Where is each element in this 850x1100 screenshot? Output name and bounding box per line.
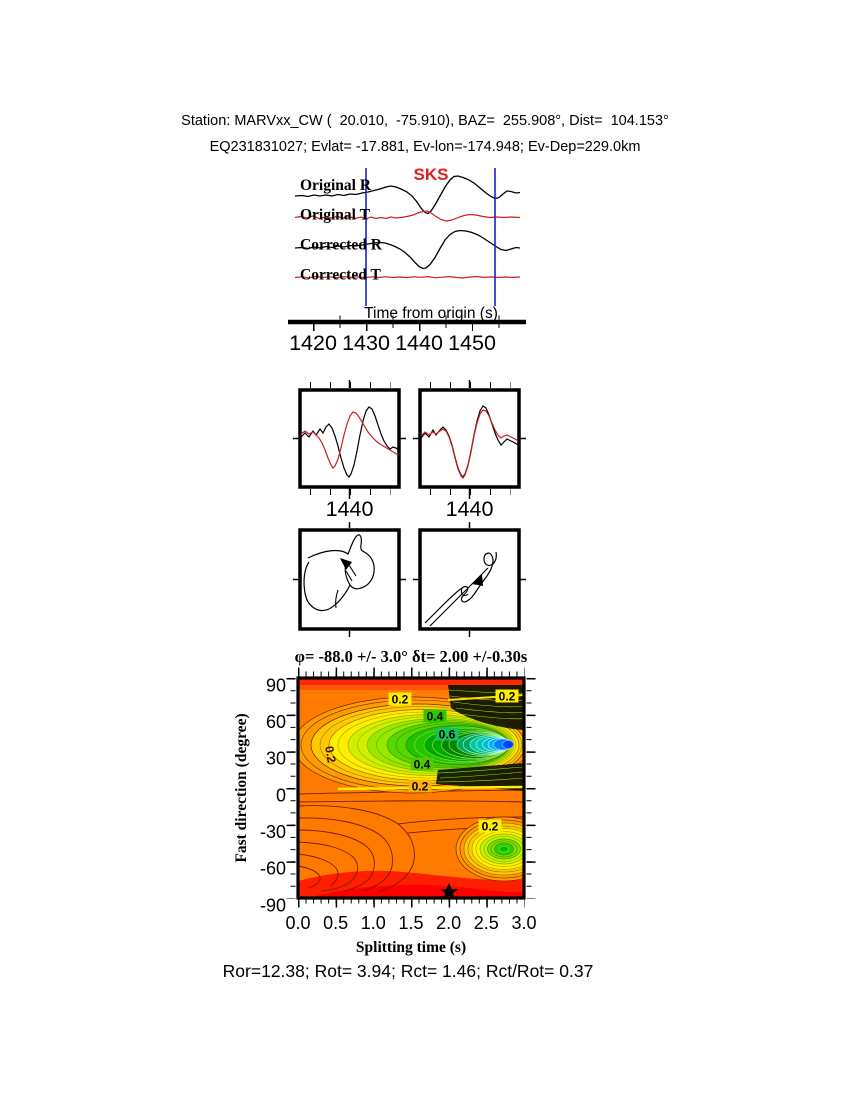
top-red-band: [298, 678, 524, 685]
corrected-t-label: Corrected T: [300, 267, 381, 284]
y-tick--60: -60: [260, 859, 286, 879]
contour-label-0.2: 0.2: [499, 690, 516, 704]
y-axis-tick-labels: 90 60 30 0 -30 -60 -90: [260, 675, 286, 915]
original-t-label: Original T: [300, 207, 371, 224]
bottom-deep-red: [308, 884, 524, 898]
original-r-label: Original R: [300, 177, 372, 194]
quality-stats-line: Ror=12.38; Rot= 3.94; Rct= 1.46; Rct/Rot…: [222, 961, 594, 981]
corrected-t-trace: [294, 275, 521, 279]
particle-motion-panels: [293, 522, 526, 637]
sks-phase-label: SKS: [414, 165, 449, 184]
x-tick-0.5: 0.5: [323, 913, 348, 933]
particle-arrowhead: [340, 558, 352, 570]
y-tick-60: 60: [266, 712, 286, 732]
contour-frame: [296, 676, 526, 900]
time-tick-1450: 1450: [448, 331, 496, 355]
particle-motion-corrected-box: [418, 528, 521, 631]
lower-right-basin: [455, 816, 524, 882]
top-red-fade: [298, 685, 524, 690]
particle-inner-line: [335, 562, 357, 609]
y-tick-30: 30: [266, 749, 286, 769]
x-tick-3.0: 3.0: [511, 913, 536, 933]
y-tick-0: 0: [276, 785, 286, 805]
corrected-r-trace: [294, 229, 521, 270]
time-tick-1440: 1440: [395, 331, 443, 355]
y-tick-90: 90: [266, 675, 286, 695]
y-tick--30: -30: [260, 822, 286, 842]
particle-motion-original: [303, 534, 375, 612]
panel2-time-label: 1440: [446, 497, 494, 521]
seismogram-panel: Original R Original T Corrected R Correc…: [288, 165, 526, 355]
energy-contour-map: φ= -88.0 +/- 3.0° δt= 2.00 +/-0.30s Fast…: [233, 647, 537, 956]
station-title: Station: MARVxx_CW ( 20.010, -75.910), B…: [181, 113, 669, 129]
contour-xlabel: Splitting time (s): [356, 939, 466, 956]
corrected-pair-box: [418, 388, 521, 489]
original-t-trace: [294, 210, 521, 222]
x-tick-2.0: 2.0: [436, 913, 461, 933]
particle-motion-original-box: [298, 528, 401, 631]
contour-level-labels: 0.2 0.2 0.4 0.6 0.4 0.2 0.2 0.2: [322, 689, 519, 834]
time-tick-1430: 1430: [342, 331, 390, 355]
fast-wave-corrected: [420, 405, 519, 478]
particle-diagonal: [424, 551, 497, 624]
time-tick-1420: 1420: [289, 331, 337, 355]
panel1-time-label: 1440: [326, 497, 374, 521]
particle-motion-corrected: [424, 551, 497, 627]
particle-arrowhead-2: [472, 574, 483, 586]
slow-wave-corrected: [420, 409, 519, 479]
contour-plot-area: 0.2 0.2 0.4 0.6 0.4 0.2 0.2 0.2: [298, 678, 524, 898]
corrected-r-label: Corrected R: [300, 237, 383, 254]
x-tick-1.5: 1.5: [398, 913, 423, 933]
y-tick--90: -90: [260, 895, 286, 915]
original-r-trace: [294, 175, 521, 215]
slow-wave-original: [300, 411, 399, 469]
contour-label-0.4: 0.4: [414, 758, 431, 772]
contour-label-0.6: 0.6: [439, 728, 456, 742]
contour-label-0.2: 0.2: [412, 780, 429, 794]
fast-wave-original: [300, 406, 399, 478]
uncorrected-pair-box: [298, 388, 401, 489]
x-tick-1.0: 1.0: [361, 913, 386, 933]
event-title: EQ231831027; Evlat= -17.881, Ev-lon=-174…: [209, 139, 641, 155]
contour-label-0.2: 0.2: [392, 693, 409, 707]
x-axis-tick-labels: 0.0 0.5 1.0 1.5 2.0 2.5 3.0: [285, 913, 536, 933]
x-tick-0.0: 0.0: [285, 913, 310, 933]
contour-label-0.4: 0.4: [427, 710, 444, 724]
contour-label-0.2-rotated: 0.2: [322, 745, 339, 764]
best-fit-star: [440, 883, 458, 898]
time-axis-label: Time from origin (s): [364, 305, 498, 322]
particle-loop: [303, 534, 375, 612]
x-tick-2.5: 2.5: [474, 913, 499, 933]
contour-ylabel: Fast direction (degree): [233, 713, 250, 862]
contour-title: φ= -88.0 +/- 3.0° δt= 2.00 +/-0.30s: [295, 647, 528, 666]
contour-label-0.2: 0.2: [482, 820, 499, 834]
waveform-overlay-panels: 1440 1440: [293, 380, 526, 521]
